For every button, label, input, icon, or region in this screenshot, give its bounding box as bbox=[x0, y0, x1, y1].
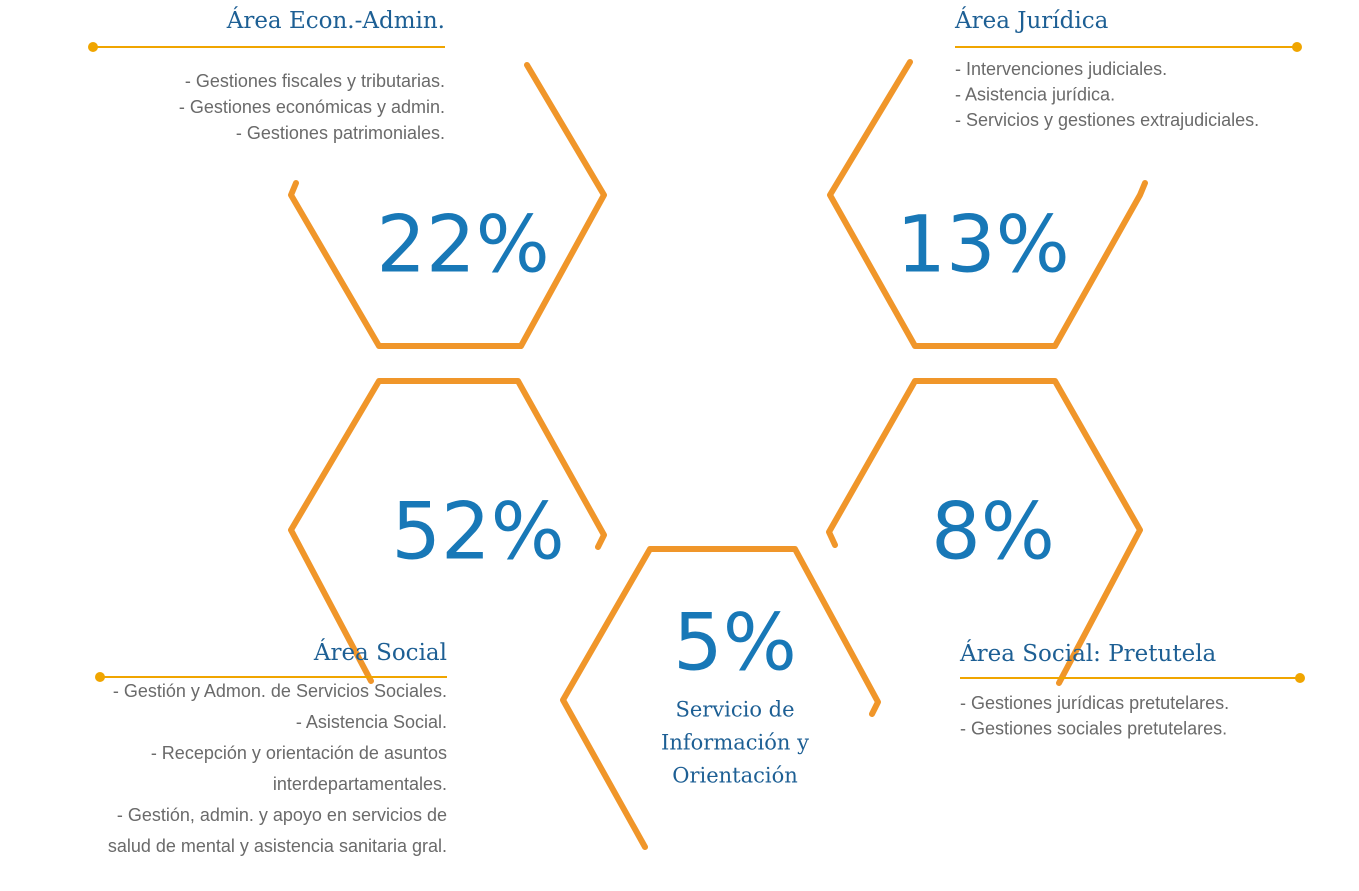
area-title: Área Econ.-Admin. bbox=[226, 7, 445, 34]
area-title: Área Social: Pretutela bbox=[959, 640, 1217, 667]
area-title: Área Jurídica bbox=[954, 7, 1109, 34]
center-label: Información y bbox=[661, 731, 809, 755]
hexagon bbox=[826, 378, 1143, 686]
area-percent: 8% bbox=[931, 487, 1055, 577]
area-title: Área Social bbox=[313, 639, 447, 666]
area-item: - Gestiones sociales pretutelares. bbox=[960, 718, 1227, 738]
rule-dot bbox=[95, 672, 105, 682]
rule-dot bbox=[88, 42, 98, 52]
rule-dot bbox=[1295, 673, 1305, 683]
area-item: - Gestiones económicas y admin. bbox=[179, 97, 445, 117]
center-label: Orientación bbox=[672, 764, 798, 788]
hexagon bbox=[827, 59, 1148, 349]
area-item: - Gestión y Admon. de Servicios Sociales… bbox=[113, 681, 447, 701]
area-item: - Servicios y gestiones extrajudiciales. bbox=[955, 110, 1259, 130]
area-item: salud de mental y asistencia sanitaria g… bbox=[108, 836, 447, 856]
area-percent: 13% bbox=[896, 200, 1069, 290]
center-percent: 5% bbox=[673, 598, 797, 688]
area-item: - Recepción y orientación de asuntos bbox=[151, 743, 447, 763]
area-item: interdepartamentales. bbox=[273, 774, 447, 794]
area-item: - Gestiones fiscales y tributarias. bbox=[185, 71, 445, 91]
hexagon bbox=[560, 546, 881, 850]
area-item: - Asistencia Social. bbox=[296, 712, 447, 732]
area-item: - Gestión, admin. y apoyo en servicios d… bbox=[117, 805, 447, 825]
area-item: - Gestiones jurídicas pretutelares. bbox=[960, 693, 1229, 713]
hexagon bbox=[288, 62, 607, 349]
area-percent: 22% bbox=[376, 200, 549, 290]
area-item: - Intervenciones judiciales. bbox=[955, 59, 1167, 79]
hexagon bbox=[288, 378, 607, 684]
center-label: Servicio de bbox=[675, 698, 794, 722]
rule-dot bbox=[1292, 42, 1302, 52]
area-percent: 52% bbox=[391, 487, 564, 577]
area-item: - Asistencia jurídica. bbox=[955, 84, 1115, 104]
area-item: - Gestiones patrimoniales. bbox=[236, 123, 445, 143]
